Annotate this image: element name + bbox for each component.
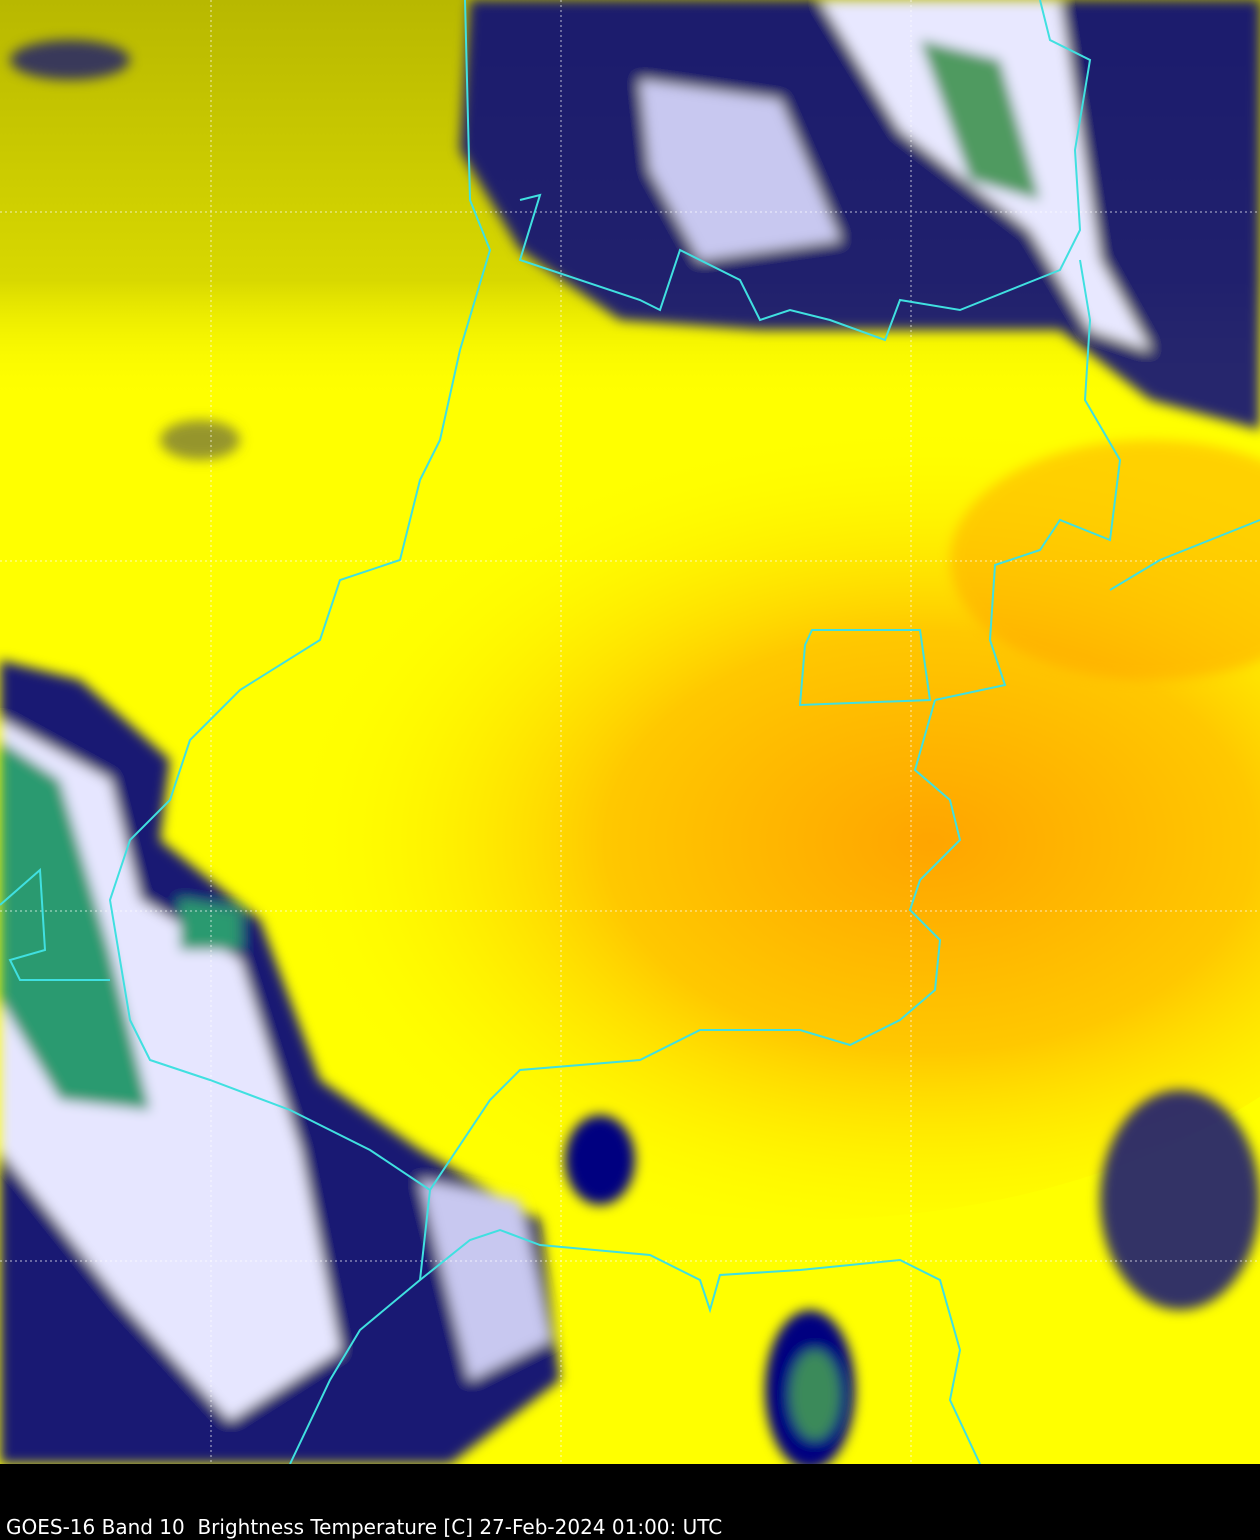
cloud-cells-south (10, 40, 1260, 1464)
cloud-band-northeast (460, 0, 1260, 430)
country-borders (0, 0, 1260, 1464)
cloud-band-west (0, 660, 560, 1464)
image-caption: GOES-16 Band 10 Brightness Temperature [… (6, 1515, 723, 1539)
gridlines (0, 0, 1260, 1464)
satellite-image (0, 0, 1260, 1464)
warm-region-east (950, 440, 1260, 680)
